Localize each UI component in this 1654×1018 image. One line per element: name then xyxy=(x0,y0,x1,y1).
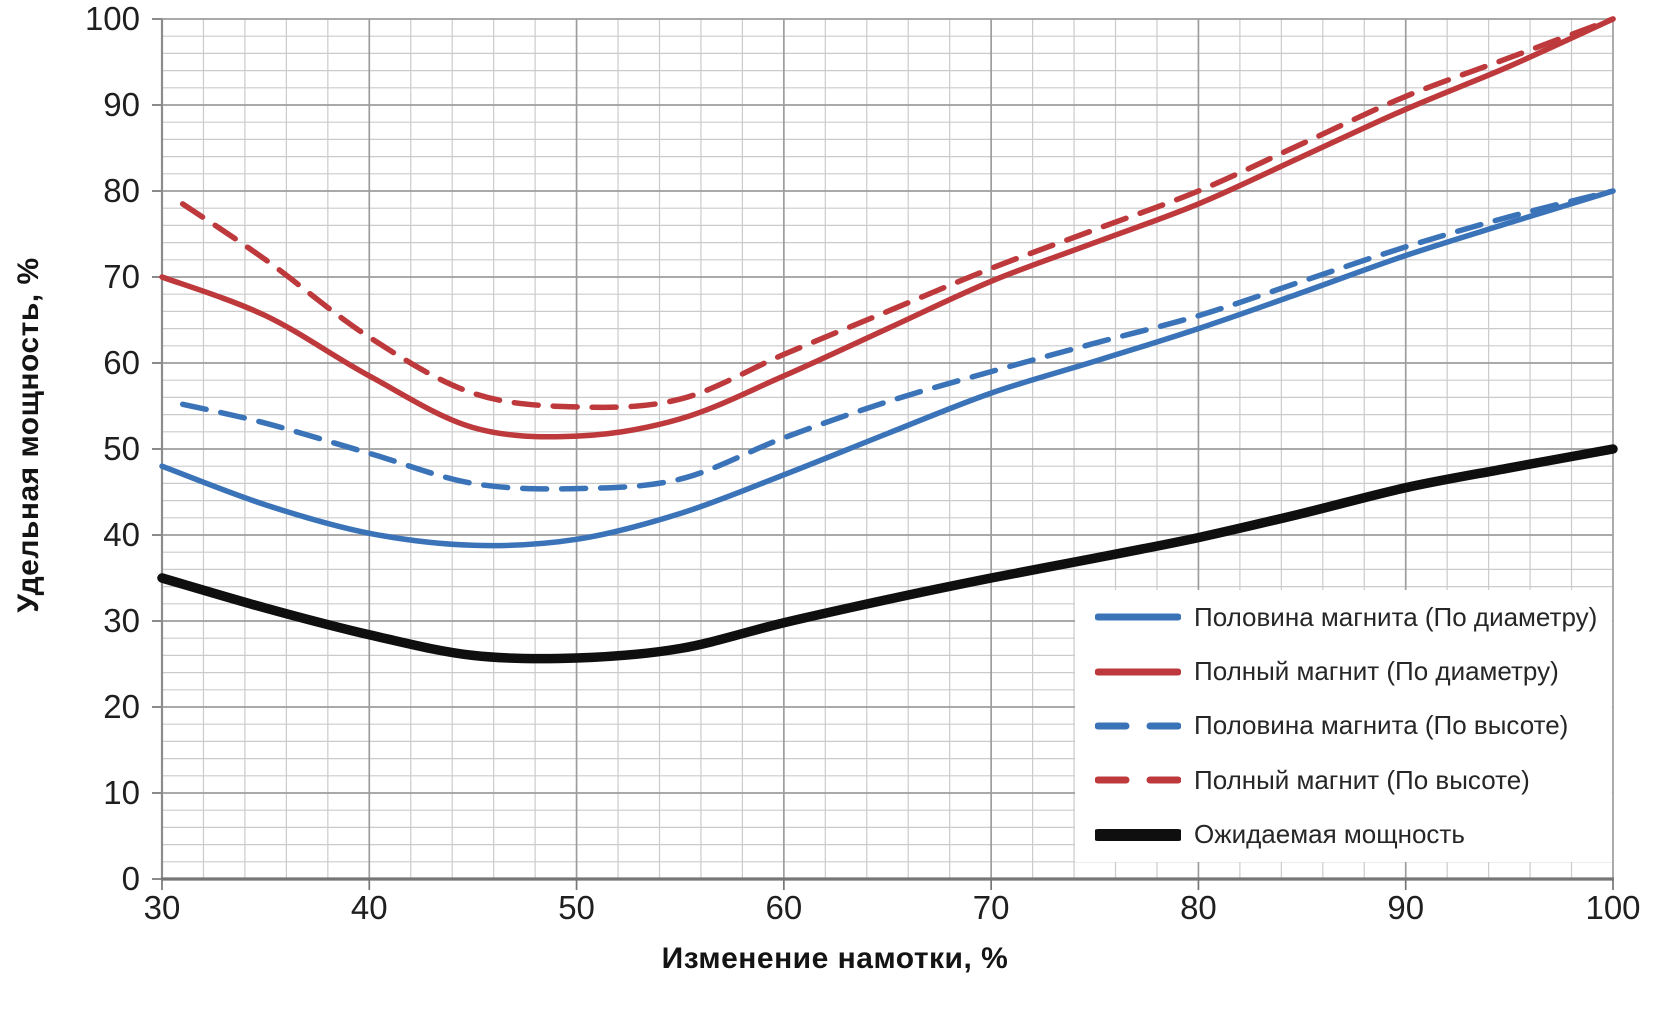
y-tick-label: 100 xyxy=(85,0,140,37)
x-tick-label: 100 xyxy=(1585,889,1640,926)
x-tick-label: 40 xyxy=(351,889,388,926)
x-axis-title: Изменение намотки, % xyxy=(661,942,1009,975)
y-tick-label: 60 xyxy=(103,344,140,381)
x-tick-label: 50 xyxy=(558,889,595,926)
x-tick-label: 90 xyxy=(1387,889,1424,926)
legend-item: Полный магнит (По высоте) xyxy=(1075,753,1612,807)
legend-swatch-expected xyxy=(1095,828,1181,841)
y-tick-label: 50 xyxy=(103,430,140,467)
y-tick-label: 70 xyxy=(103,258,140,295)
legend-label: Ожидаемая мощность xyxy=(1194,819,1465,850)
legend-label: Полный магнит (По высоте) xyxy=(1194,764,1530,795)
legend-swatch-half-diameter xyxy=(1095,613,1181,621)
y-tick-label: 30 xyxy=(103,602,140,639)
legend-item: Половина магнита (По высоте) xyxy=(1075,699,1612,753)
y-axis-title: Удельная мощность, % xyxy=(12,257,45,613)
legend-label: Половина магнита (По высоте) xyxy=(1194,710,1569,741)
x-tick-label: 80 xyxy=(1180,889,1217,926)
legend-item: Половина магнита (По диаметру) xyxy=(1075,590,1612,644)
legend: Половина магнита (По диаметру) Полный ма… xyxy=(1075,590,1612,862)
legend-item: Полный магнит (По диаметру) xyxy=(1075,645,1612,699)
legend-label: Половина магнита (По диаметру) xyxy=(1194,601,1598,632)
legend-swatch-full-diameter xyxy=(1095,668,1181,676)
y-tick-label: 80 xyxy=(103,172,140,209)
legend-swatch-full-height xyxy=(1095,776,1181,784)
y-tick-label: 20 xyxy=(103,688,140,725)
legend-swatch-half-height xyxy=(1095,722,1181,730)
x-tick-label: 60 xyxy=(765,889,802,926)
x-tick-label: 70 xyxy=(973,889,1010,926)
legend-label: Полный магнит (По диаметру) xyxy=(1194,656,1559,687)
y-tick-label: 40 xyxy=(103,516,140,553)
legend-item: Ожидаемая мощность xyxy=(1075,808,1612,862)
y-tick-label: 10 xyxy=(103,774,140,811)
x-tick-label: 30 xyxy=(144,889,181,926)
y-tick-label: 90 xyxy=(103,86,140,123)
y-tick-label: 0 xyxy=(122,860,140,897)
